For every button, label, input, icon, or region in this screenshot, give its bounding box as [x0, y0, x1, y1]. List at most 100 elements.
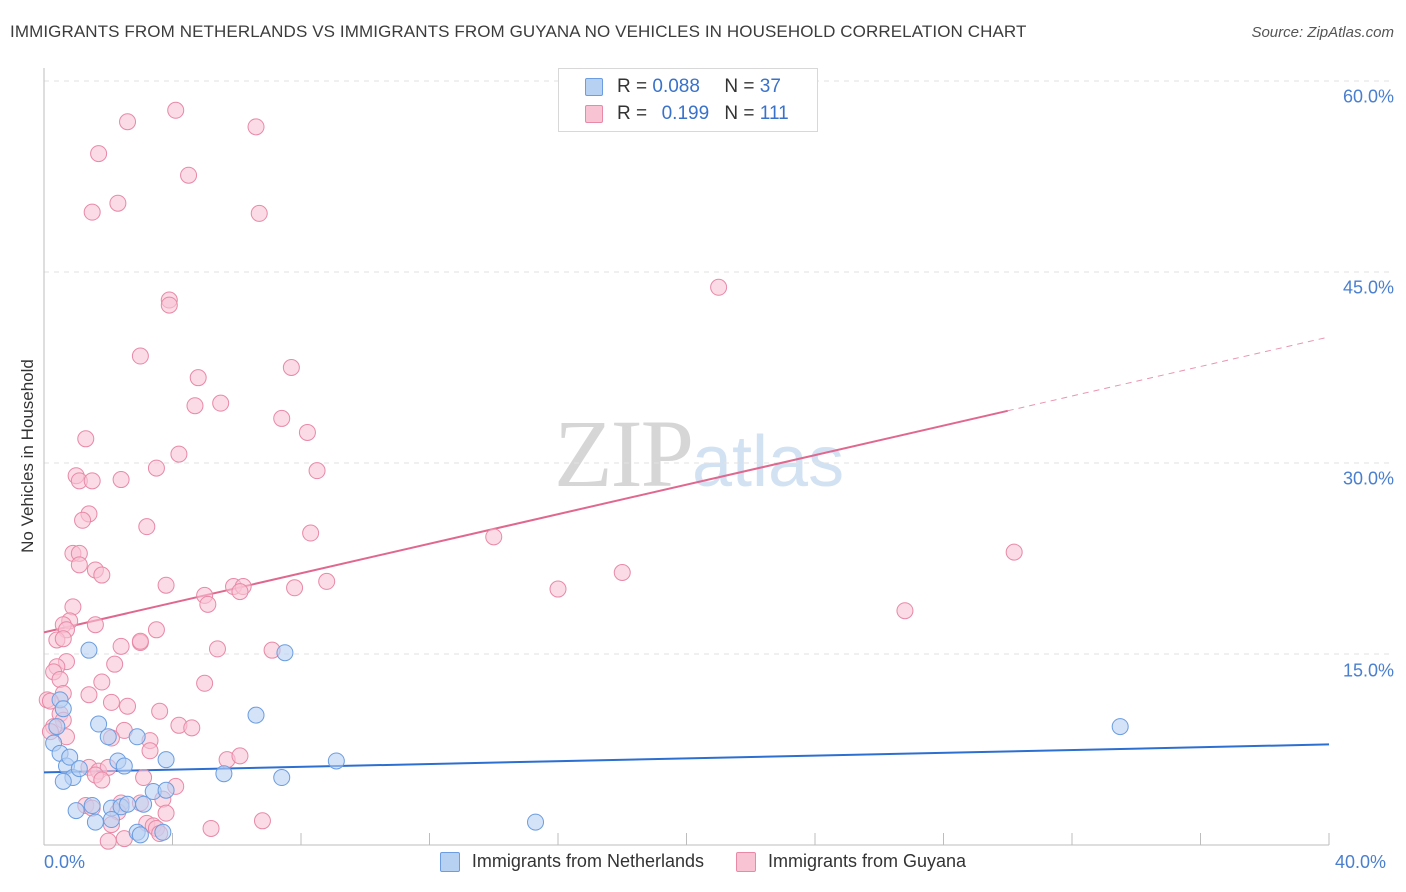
point-netherlands [115, 757, 133, 775]
guyana-swatch [736, 851, 756, 872]
point-guyana [119, 113, 137, 131]
point-netherlands [157, 781, 175, 799]
trend-line-guyana-dashed [1007, 336, 1330, 412]
point-guyana [119, 697, 137, 715]
point-netherlands [102, 811, 120, 829]
point-guyana [231, 747, 249, 765]
point-guyana [147, 621, 165, 639]
point-netherlands [67, 802, 85, 820]
point-guyana [250, 204, 268, 222]
point-netherlands [61, 748, 79, 766]
point-guyana [106, 655, 124, 673]
point-netherlands [119, 795, 137, 813]
r-value: 0.088 [652, 76, 700, 97]
point-guyana [135, 769, 153, 787]
legend-label: Immigrants from Netherlands [471, 851, 704, 871]
point-guyana [196, 674, 214, 692]
x-tick-label: 40.0% [1335, 852, 1387, 872]
point-netherlands [327, 752, 345, 770]
point-guyana [189, 369, 207, 387]
point-guyana [896, 602, 914, 620]
r-label: R = [617, 76, 648, 97]
point-guyana [80, 686, 98, 704]
guyana-swatch [585, 105, 603, 123]
stats-legend: R = 0.088 N = 37 R = 0.199 N = 111 [558, 68, 818, 132]
point-guyana [613, 564, 631, 582]
point-guyana [147, 459, 165, 477]
stats-row-netherlands: R = 0.088 N = 37 [585, 75, 781, 99]
netherlands-swatch [439, 851, 460, 872]
point-guyana [318, 572, 336, 590]
point-guyana [77, 430, 95, 448]
stats-row-guyana: R = 0.199 N = 111 [585, 102, 789, 126]
point-netherlands [54, 772, 72, 790]
legend-item-guyana[interactable]: Immigrants from Guyana [736, 851, 966, 872]
point-netherlands [54, 700, 72, 718]
point-guyana [54, 630, 72, 648]
trend-line-guyana-solid [43, 409, 1008, 634]
point-guyana [208, 640, 226, 658]
point-guyana [157, 804, 175, 822]
point-guyana [93, 673, 111, 691]
point-guyana [151, 702, 169, 720]
point-netherlands [273, 769, 291, 787]
netherlands-swatch [585, 78, 603, 96]
y-tick-label: 45.0% [1342, 277, 1394, 298]
point-netherlands [215, 765, 233, 783]
point-guyana [549, 580, 567, 598]
point-netherlands [154, 823, 172, 841]
point-guyana [112, 637, 130, 655]
point-netherlands [276, 644, 294, 662]
trend-netherlands [43, 743, 1330, 774]
point-guyana [99, 832, 117, 850]
point-guyana [286, 579, 304, 597]
point-guyana [180, 166, 198, 184]
point-guyana [83, 472, 101, 490]
point-guyana [138, 518, 156, 536]
point-netherlands [99, 728, 117, 746]
point-guyana [167, 101, 185, 119]
point-guyana [298, 423, 316, 441]
axes [43, 68, 1330, 846]
point-netherlands [157, 751, 175, 769]
n-value: 111 [759, 103, 789, 124]
point-netherlands [1111, 718, 1129, 736]
point-guyana [74, 511, 92, 529]
point-guyana [51, 670, 69, 688]
y-tick-label: 60.0% [1342, 86, 1394, 107]
point-guyana [186, 397, 204, 415]
point-guyana [247, 118, 265, 136]
watermark-atlas: atlas [692, 422, 845, 502]
point-netherlands [131, 826, 149, 844]
legend-item-netherlands[interactable]: Immigrants from Netherlands [439, 851, 704, 872]
n-label: N = [724, 103, 755, 124]
n-label: N = [724, 76, 755, 97]
point-guyana [109, 194, 127, 212]
point-guyana [93, 771, 111, 789]
point-guyana [282, 359, 300, 376]
point-guyana [170, 445, 188, 463]
point-guyana [83, 203, 101, 221]
y-tick-label: 15.0% [1342, 660, 1394, 681]
chart-source: Source: ZipAtlas.com [1251, 24, 1394, 41]
r-label: R = [617, 103, 648, 124]
point-guyana [70, 556, 88, 574]
point-guyana [231, 583, 249, 601]
point-guyana [157, 576, 175, 594]
trend-line-netherlands-solid [43, 743, 1330, 774]
y-axis-label: No Vehicles in Household [18, 359, 37, 553]
point-guyana [90, 145, 108, 163]
point-guyana [131, 347, 149, 365]
points-netherlands [45, 641, 1129, 844]
y-tick-label: 30.0% [1342, 468, 1394, 489]
point-guyana [112, 471, 130, 489]
point-netherlands [70, 760, 88, 778]
point-guyana [102, 693, 120, 711]
point-netherlands [527, 813, 545, 831]
x-tick-label: 0.0% [44, 852, 86, 872]
point-guyana [212, 394, 230, 412]
point-guyana [199, 595, 217, 613]
point-guyana [273, 409, 291, 427]
point-netherlands [90, 715, 108, 733]
